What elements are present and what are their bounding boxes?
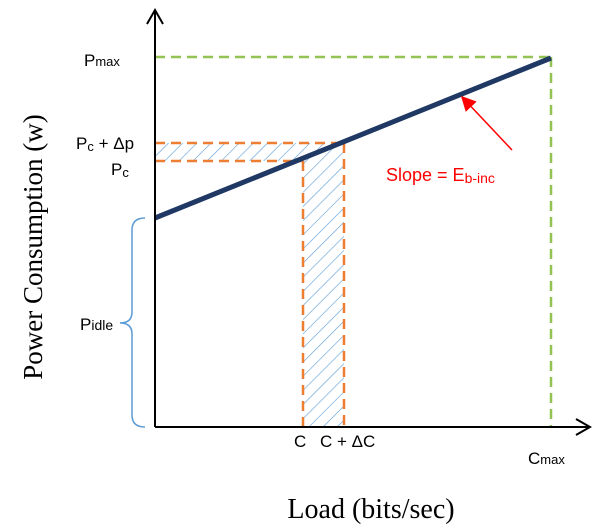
- pidle-brace-icon: [119, 217, 146, 428]
- x-axis-arrow-icon: [575, 418, 592, 436]
- slope-label: Slope = Eb-inc: [386, 165, 495, 186]
- hatched-area-delta-c: [303, 161, 344, 427]
- y-axis-title: Power Consumption (w): [18, 114, 48, 380]
- pc-label: Pc: [111, 160, 129, 180]
- pidle-label: Pidle: [80, 315, 113, 334]
- y-axis-arrow-icon: [146, 7, 164, 25]
- power-line: [154, 55, 552, 221]
- c-label: C: [294, 432, 306, 451]
- cmax-label: Cmax: [528, 449, 565, 468]
- pc-dp-label: Pc + Δp: [76, 134, 134, 154]
- c-dc-label: C + ΔC: [320, 432, 375, 451]
- x-axis-title: Load (bits/sec): [287, 494, 454, 525]
- pmax-label: Pmax: [84, 51, 120, 70]
- slope-arrow-icon: [460, 95, 513, 151]
- hatched-area-delta-p: [155, 143, 344, 161]
